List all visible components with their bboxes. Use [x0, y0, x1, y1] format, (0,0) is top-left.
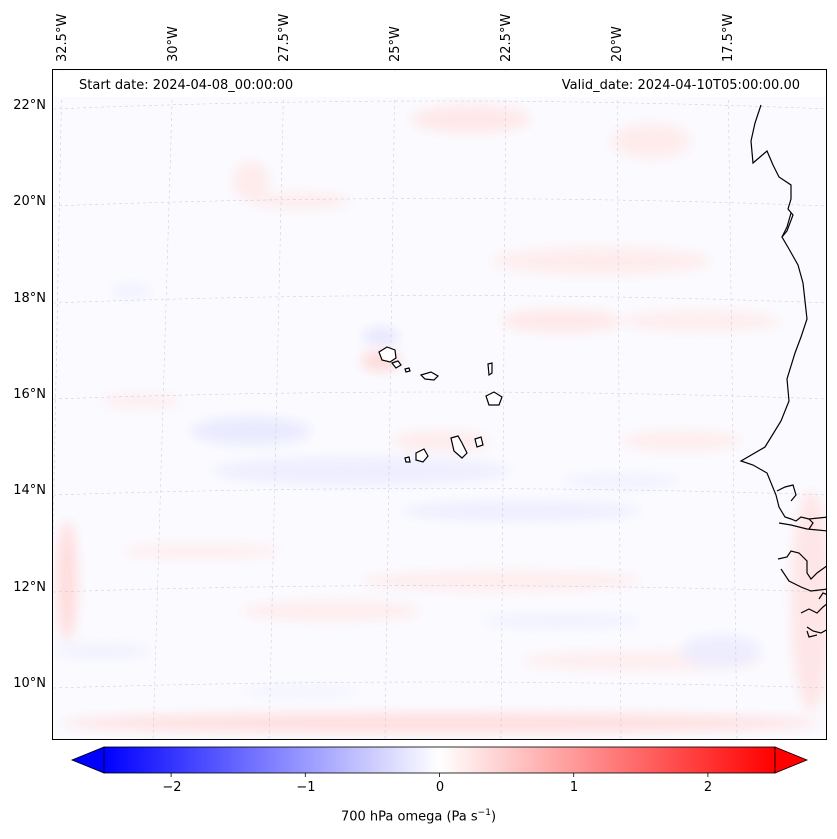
lon-label-30w: 30°W — [166, 26, 181, 62]
lon-label-25w: 25°W — [388, 26, 403, 62]
valid-date-label: Valid_date: 2024-04-10T05:00:00.00 — [561, 78, 800, 93]
island-santiago — [450, 435, 468, 459]
colorbar-label: 700 hPa omega (Pa s−1) — [0, 808, 837, 824]
lat-label-12n: 12°N — [13, 580, 46, 595]
lon-label-22-5w: 22.5°W — [499, 13, 514, 62]
island-fogo — [415, 448, 429, 463]
lon-label-32-5w: 32.5°W — [55, 13, 70, 62]
lat-label-22n: 22°N — [13, 98, 46, 113]
colorbar-tick-minus-2: −2 — [162, 780, 182, 795]
lat-label-16n: 16°N — [13, 387, 46, 402]
colorbar-label-exponent: −1 — [477, 808, 491, 818]
island-boa-vista — [485, 391, 503, 406]
omega-field-map — [53, 70, 826, 739]
colorbar-label-text: 700 hPa omega (Pa s — [340, 809, 478, 825]
map-panel: Start date: 2024-04-08_00:00:00 Valid_da… — [52, 69, 827, 740]
african-coastline — [739, 104, 826, 638]
colorbar-tick-minus-1: −1 — [296, 780, 316, 795]
island-santa-luzia — [404, 367, 411, 373]
lat-label-14n: 14°N — [13, 483, 46, 498]
colorbar-tick-1: 1 — [569, 780, 579, 795]
colorbar-label-close: ) — [490, 809, 497, 825]
lat-label-20n: 20°N — [13, 194, 46, 209]
colorbar-tick-2: 2 — [703, 780, 713, 795]
colorbar-extend-high — [774, 746, 809, 774]
omega-field — [53, 105, 826, 733]
lat-label-10n: 10°N — [13, 676, 46, 691]
island-sao-vicente — [390, 360, 402, 369]
cape-verde-islands — [378, 346, 503, 463]
colorbar-tick-marks — [170, 773, 709, 777]
lon-label-17-5w: 17.5°W — [721, 13, 736, 62]
start-date-label: Start date: 2024-04-08_00:00:00 — [79, 78, 294, 93]
colorbar-extend-low — [70, 746, 105, 774]
island-brava — [404, 456, 411, 463]
graticule — [53, 70, 826, 739]
island-sal — [487, 362, 493, 377]
lon-label-27-5w: 27.5°W — [277, 13, 292, 62]
lat-label-18n: 18°N — [13, 291, 46, 306]
lon-label-20w: 20°W — [610, 26, 625, 62]
island-santo-antao — [378, 346, 397, 363]
colorbar-tick-0: 0 — [435, 780, 445, 795]
island-sao-nicolau — [419, 371, 439, 381]
colorbar — [70, 746, 809, 777]
colorbar-gradient — [103, 746, 776, 774]
island-maio — [474, 436, 484, 448]
